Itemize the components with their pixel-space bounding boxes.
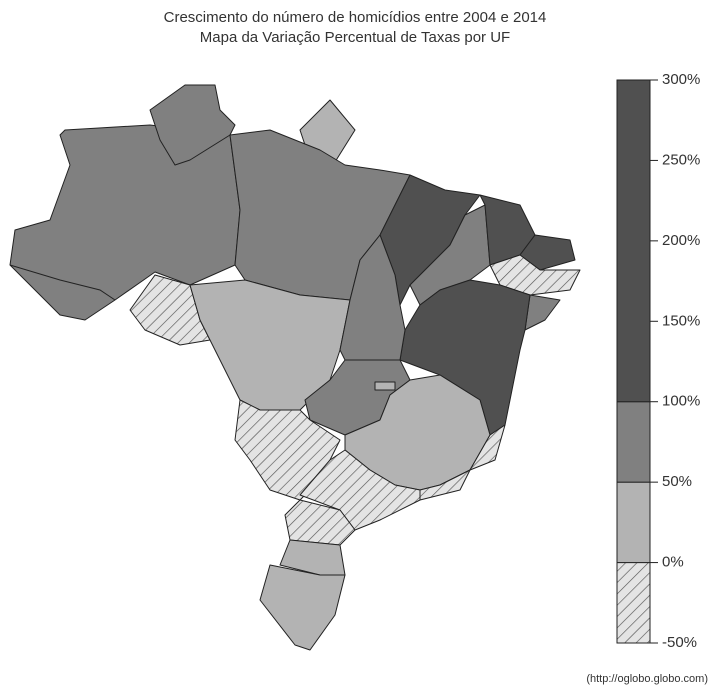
tick-label: 50% <box>662 473 692 490</box>
state <box>299 449 421 531</box>
title-line: Crescimento do número de homicídios entr… <box>164 9 547 26</box>
legend-bin <box>616 401 651 483</box>
tick-label: 300% <box>662 71 700 88</box>
legend-bin <box>616 562 651 644</box>
state <box>469 424 506 471</box>
state <box>419 469 471 501</box>
source: (http://oglobo.globo.com) <box>586 673 708 685</box>
tick-label: -50% <box>662 634 697 651</box>
legend-bin <box>616 79 651 403</box>
state <box>149 84 236 166</box>
tick-label: 250% <box>662 151 700 168</box>
title-line: Mapa da Variação Percentual de Taxas por… <box>200 29 510 46</box>
legend: -50% 0% 50% 100% 150% 200% 250% 300% <box>616 71 700 651</box>
border <box>9 264 116 301</box>
brazil-map <box>9 84 581 651</box>
tick-label: 100% <box>662 393 700 410</box>
tick-label: 0% <box>662 554 684 571</box>
state <box>524 294 561 331</box>
state <box>259 564 346 651</box>
tick-label: 200% <box>662 232 700 249</box>
legend-bin <box>616 481 651 564</box>
state <box>399 279 531 436</box>
state <box>374 381 396 391</box>
tick-label: 150% <box>662 312 700 329</box>
state <box>519 234 576 271</box>
